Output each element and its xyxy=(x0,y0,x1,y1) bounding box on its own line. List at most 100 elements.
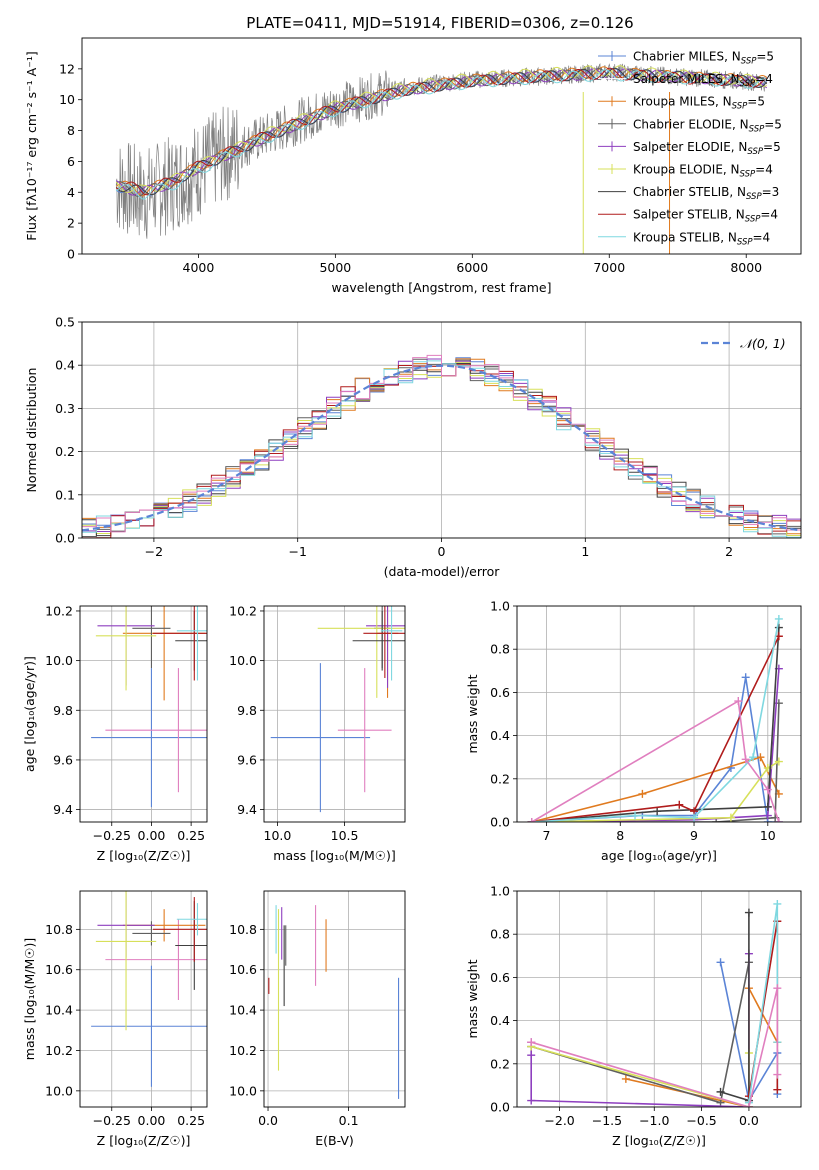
x-tick-label: 1 xyxy=(581,544,589,559)
x-tick-label: −0.25 xyxy=(93,828,131,843)
mass_vs_Z-frame xyxy=(79,890,208,1108)
weight-marker-salpeter_elodie xyxy=(763,811,772,820)
x-tick-label: 7 xyxy=(543,828,551,843)
x-tick-label: 0.00 xyxy=(138,828,166,843)
x-axis-label: (data-model)/error xyxy=(384,564,501,579)
y-tick-label: 1.0 xyxy=(490,884,510,899)
y-tick-label: 0.0 xyxy=(55,531,75,546)
residuals-frame xyxy=(81,321,802,539)
weight-marker-kroupa_miles xyxy=(621,1074,630,1083)
x-axis-label: Z [log₁₀(Z/Z☉)] xyxy=(612,1133,706,1148)
y-tick-label: 9.4 xyxy=(53,802,73,817)
weight-marker-pink xyxy=(744,1103,753,1107)
y-axis-label: mass weight xyxy=(465,959,480,1038)
x-tick-label: 10 xyxy=(760,828,776,843)
x-tick-label: 0.0 xyxy=(739,1113,759,1128)
x-tick-label: 10.0 xyxy=(264,828,292,843)
weight-marker-pink xyxy=(774,818,783,822)
weight-line-salpeter_stelib xyxy=(531,635,780,822)
x-tick-label: −2.0 xyxy=(544,1113,574,1128)
mass_vs_Z-plot-area xyxy=(80,891,207,1107)
mass_weight_vs_Z-frame xyxy=(516,890,802,1108)
plots-layer: 4000 5000 6000 7000 8000024681012wavelength … xyxy=(22,37,802,1148)
y-axis-label: Normed distribution xyxy=(24,368,39,493)
y-tick-label: 0.4 xyxy=(490,728,510,743)
y-tick-label: 10.2 xyxy=(229,603,257,618)
x-tick-label: 0.1 xyxy=(339,1113,359,1128)
x-tick-label: 7000 xyxy=(593,260,625,275)
model-line-chabrier_stelib xyxy=(115,67,768,196)
y-tick-label: 10.8 xyxy=(45,922,73,937)
weight-line-chabrier_stelib xyxy=(720,912,750,1102)
y-axis-label: mass [log₁₀(M/M☉)] xyxy=(22,938,37,1060)
y-axis-label: Flux [fλ10⁻¹⁷ erg cm⁻² s⁻¹ A⁻¹] xyxy=(24,51,39,240)
y-tick-label: 0.8 xyxy=(490,927,510,942)
y-tick-label: 9.8 xyxy=(237,703,257,718)
x-axis-label: E(B-V) xyxy=(315,1133,354,1148)
weight-marker-kroupa_elodie xyxy=(774,757,783,766)
y-axis-label: mass weight xyxy=(465,674,480,753)
y-tick-label: 10.2 xyxy=(45,1043,73,1058)
weight-marker-kroupa_stelib xyxy=(631,811,640,820)
x-tick-label: 8000 xyxy=(730,260,762,275)
weight-marker-pink xyxy=(773,1070,782,1079)
y-tick-label: 10.6 xyxy=(45,962,73,977)
weight-marker-kroupa_stelib xyxy=(774,614,783,623)
weight-marker-chabrier_miles xyxy=(716,958,725,967)
weight-line-chabrier_stelib xyxy=(531,627,780,822)
figure-title: PLATE=0411, MJD=51914, FIBERID=0306, z=0… xyxy=(246,14,633,32)
weight-marker-kroupa_miles xyxy=(756,753,765,762)
y-axis-label: age [log₁₀(age/yr)] xyxy=(22,656,37,772)
weight-marker-salpeter_elodie xyxy=(527,1051,536,1060)
mass_weight_vs_age-axes: 7 8 9 10 0.0 0.2 0.4 0.6 0.8 1.0 age [log₁₀(age/yr… xyxy=(465,599,802,863)
y-tick-label: 10.2 xyxy=(45,603,73,618)
weight-marker-chabrier_stelib xyxy=(774,623,783,632)
x-axis-label: mass [log₁₀(M/M☉)] xyxy=(273,848,395,863)
spectrum-frame xyxy=(81,37,802,255)
x-axis-label: Z [log₁₀(Z/Z☉)] xyxy=(97,848,191,863)
legend-label-salpeter_elodie: Salpeter ELODIE, NSSP=5 xyxy=(633,140,781,157)
legend-label-kroupa_stelib: Kroupa STELIB, NSSP=4 xyxy=(633,230,770,247)
model-line-salpeter_elodie xyxy=(116,68,768,196)
weight-marker-pink xyxy=(734,697,743,706)
y-tick-label: 0.2 xyxy=(55,444,75,459)
y-tick-label: 2 xyxy=(67,216,75,231)
y-tick-label: 12 xyxy=(59,61,75,76)
y-tick-label: 10.4 xyxy=(229,1003,257,1018)
weight-marker-chabrier_stelib xyxy=(763,802,772,811)
y-tick-label: 0.5 xyxy=(55,315,75,330)
x-tick-label: 9 xyxy=(690,828,698,843)
y-tick-label: 10 xyxy=(59,92,75,107)
weight-line-kroupa_miles xyxy=(531,756,780,822)
y-tick-label: 9.4 xyxy=(237,802,257,817)
weight-marker-chabrier_miles xyxy=(741,673,750,682)
age_vs_mass-axes: 10.0 10.5 9.4 9.6 9.8 10.0 10.2 mass [log₁₀(M/M… xyxy=(229,603,406,863)
weight-line-kroupa_elodie xyxy=(531,760,780,822)
weight-marker-kroupa_elodie xyxy=(726,813,735,822)
age_vs_Z-frame xyxy=(79,605,208,823)
y-tick-label: 9.6 xyxy=(237,752,257,767)
x-tick-label: −0.25 xyxy=(93,1113,131,1128)
legend-label-kroupa_elodie: Kroupa ELODIE, NSSP=4 xyxy=(633,163,773,180)
y-tick-label: 10.0 xyxy=(229,1083,257,1098)
weight-marker-chabrier_stelib xyxy=(653,807,662,816)
x-axis-label: wavelength [Angstrom, rest frame] xyxy=(331,280,551,295)
y-tick-label: 0.6 xyxy=(490,685,510,700)
y-tick-label: 10.0 xyxy=(229,653,257,668)
model-line-kroupa_stelib xyxy=(115,69,768,200)
weight-marker-salpeter_stelib xyxy=(773,1085,782,1094)
x-tick-label: 0.25 xyxy=(177,1113,205,1128)
weight-marker-chabrier_elodie xyxy=(712,818,721,822)
x-tick-label: 2 xyxy=(725,544,733,559)
weight-marker-salpeter_elodie xyxy=(527,1096,536,1105)
x-tick-label: 0 xyxy=(438,544,446,559)
spectrum-legend: Chabrier MILES, NSSP=5 Salpeter MILES, NS… xyxy=(598,50,782,247)
residuals-axes: −2 −1 0 1 2 0.0 0.1 0.2 0.3 0.4 0.5 (data-model)/er… xyxy=(24,315,802,579)
weight-marker-pink xyxy=(527,1038,536,1047)
y-tick-label: 4 xyxy=(67,185,75,200)
weight-line-pink xyxy=(530,988,779,1107)
y-tick-label: 8 xyxy=(67,123,75,138)
weight-marker-chabrier_elodie xyxy=(716,1098,725,1107)
age_vs_Z-axes: −0.25 0.00 0.25 9.4 9.6 9.8 10.0 10.2 Z [log₁₀(Z… xyxy=(22,603,208,863)
y-tick-label: 0.8 xyxy=(490,642,510,657)
